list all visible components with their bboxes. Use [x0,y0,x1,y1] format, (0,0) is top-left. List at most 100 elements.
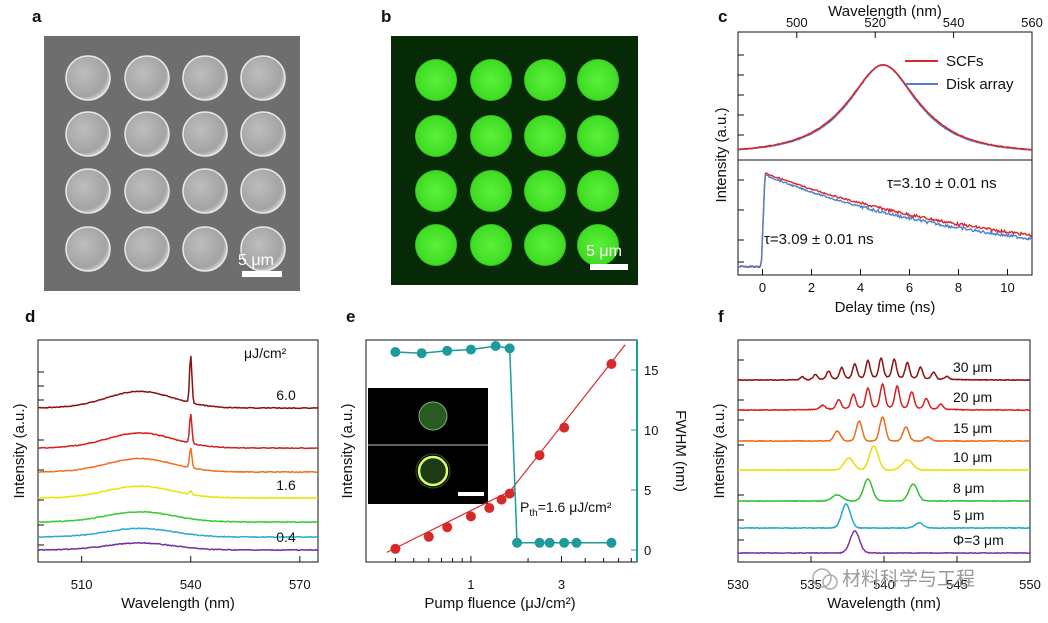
spectrum-scfs [738,63,1032,151]
panel-f-series-label: Φ=3 μm [953,532,1004,548]
panel-b-scalebar [590,264,628,270]
fwhm-point [544,537,555,548]
sem-disk [182,111,228,157]
fwhm-point [571,537,582,548]
panel-c-bottom-xlabel: Delay time (ns) [835,299,936,316]
sem-disk [240,111,286,157]
panel-c-left-ticks [738,54,744,263]
legend-label-disk-array: Disk array [946,76,1014,93]
panel-d-xlabel: Wavelength (nm) [121,595,235,612]
inset-disk-lasing-ring [417,455,449,487]
panel-a-scalebar-label: 5 μm [238,252,274,269]
panel-d-tick-label: 540 [180,577,202,592]
panel-e-right-tick-label: 0 [644,543,651,558]
sem-disk [65,168,111,214]
fwhm-point [442,345,453,356]
fluorescence-disk [415,59,457,101]
panel-c-decays [738,172,1032,269]
panel-f-ticks: 530 535 540 545 550 [727,359,1041,592]
panel-e-right-tick-label: 10 [644,423,658,438]
fluorescence-disk [577,224,619,266]
panel-e-right-tick-label: 5 [644,483,651,498]
panel-f-series-label: 5 μm [953,507,984,523]
panel-c-bottom-tick-label: 4 [857,280,864,295]
fluorescence-disk [470,115,512,157]
decay-scfs [738,172,1032,269]
panel-f-tick-label: 540 [873,577,895,592]
panel-e-fit-below [386,488,515,553]
panel-c-bottom-ticks: 0 2 4 6 8 10 [759,269,1015,295]
panel-e-ylabel-left: Intensity (a.u.) [339,403,356,498]
panel-c-frame [737,31,1033,276]
panel-f-spectrum [738,382,1030,412]
fwhm-point [606,537,617,548]
panel-c-top-xlabel: Wavelength (nm) [828,3,942,20]
tau-disk-label: τ=3.09 ± 0.01 ns [764,231,874,248]
sem-disk-array [65,55,286,272]
sem-disk [182,226,228,272]
panel-e-inset-image [368,388,488,504]
panel-f-series-label: 10 μm [953,449,992,465]
inset-disk-below-threshold [418,401,448,431]
fwhm-point [465,344,476,355]
sem-disk [240,55,286,101]
sem-disk [124,168,170,214]
fluorescence-disk [470,224,512,266]
inset-ring-glow [415,453,451,489]
panel-c-top-ticks: 500 520 540 560 [786,15,1043,38]
sem-disk [182,55,228,101]
panel-f-spectrum [738,503,1030,530]
panel-f-ylabel: Intensity (a.u.) [711,403,728,498]
panel-c-top-tick-label: 560 [1021,15,1043,30]
panel-d-chart: 510 540 570 0.4 1.6 6.0 μJ/cm² Intensity (a.… [11,339,319,612]
panel-f-tick-label: 535 [800,577,822,592]
panel-f-chart: 530 535 540 545 550 Φ=3 μm 5 μm 8 μm 10 μm 15 μm… [711,339,1041,612]
panel-c-spectra [738,63,1032,151]
panel-f-spectrum [738,356,1030,382]
panel-a-scalebar [242,271,282,277]
panel-d-spectrum [38,527,318,539]
fwhm-point [504,343,515,354]
inset-scalebar [458,492,484,496]
panel-c-top-tick-label: 540 [943,15,965,30]
fluorescence-disk [415,170,457,212]
panel-c-chart: Wavelength (nm) 500 520 540 560 0 2 4 6 8 10 Int… [713,3,1043,316]
fluorescence-disk [524,224,566,266]
panel-e-chart: 1 3 0 5 10 15 Pth=1.6 μJ/cm² Intensity (a.u.)… [339,339,689,612]
fluorescence-disk [415,115,457,157]
decay-disk-array [738,174,1032,269]
panel-f-tick-label: 530 [727,577,749,592]
panel-c-bottom-tick-label: 2 [808,280,815,295]
panel-f-spectrum [738,530,1030,555]
intensity-point [390,543,401,554]
panel-f-tick-label: 550 [1019,577,1041,592]
intensity-point [442,522,453,533]
fluorescence-disk [415,224,457,266]
panel-label-d: d [25,307,35,326]
panel-label-e: e [346,307,355,326]
panel-d-tick-label: 570 [289,577,311,592]
intensity-point [606,359,617,369]
panel-f-spectrum [738,478,1030,503]
sem-disk [65,226,111,272]
fluorescence-disk [577,170,619,212]
panel-f-spectra [738,356,1030,555]
panel-c-ylabel: Intensity (a.u.) [713,107,730,202]
panel-d-spectrum [38,447,318,474]
panel-e-ticks: 1 3 0 5 10 15 [394,363,658,592]
panel-d-spectrum [38,541,318,552]
panel-f-series-label: 20 μm [953,389,992,405]
threshold-label: Pth=1.6 μJ/cm² [520,499,612,519]
panel-f-series-label: 30 μm [953,359,992,375]
watermark-icon [812,568,832,588]
intensity-point [504,488,515,499]
intensity-point [465,511,476,522]
intensity-point [559,422,570,433]
panel-d-curve-labels: 0.4 1.6 6.0 [276,387,296,545]
fluorescence-disk [577,115,619,157]
panel-d-spectrum [38,510,318,524]
panel-label-b: b [381,7,391,26]
panel-d-ticks: 510 540 570 [38,371,311,592]
panel-e-tick-label: 3 [558,577,565,592]
